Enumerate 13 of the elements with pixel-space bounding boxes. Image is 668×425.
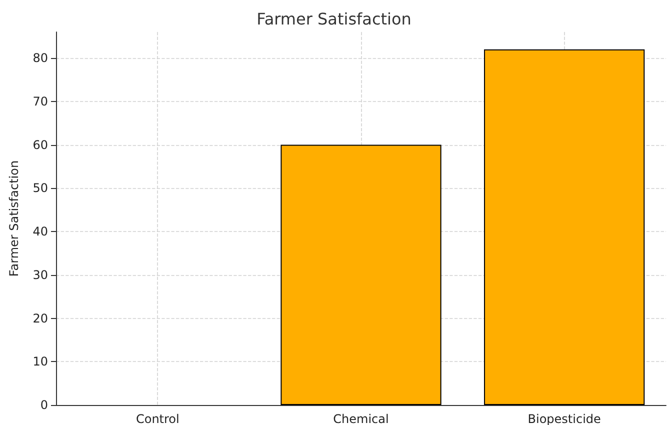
- y-tick-label: 50: [32, 181, 48, 196]
- y-tick-label: 80: [32, 51, 48, 66]
- y-tick-label: 40: [32, 224, 48, 239]
- x-tick-label: Control: [136, 412, 180, 425]
- y-tick-label: 70: [32, 94, 48, 108]
- y-tick-label: 30: [32, 268, 48, 282]
- y-tick-label: 10: [32, 354, 48, 369]
- y-tick-label: 0: [40, 398, 48, 412]
- y-axis-title: Farmer Satisfaction: [7, 160, 21, 277]
- x-tick-label: Chemical: [333, 412, 389, 425]
- chart-title: Farmer Satisfaction: [256, 10, 412, 28]
- y-tick-label: 20: [32, 311, 48, 326]
- y-tick-label: 60: [32, 138, 48, 152]
